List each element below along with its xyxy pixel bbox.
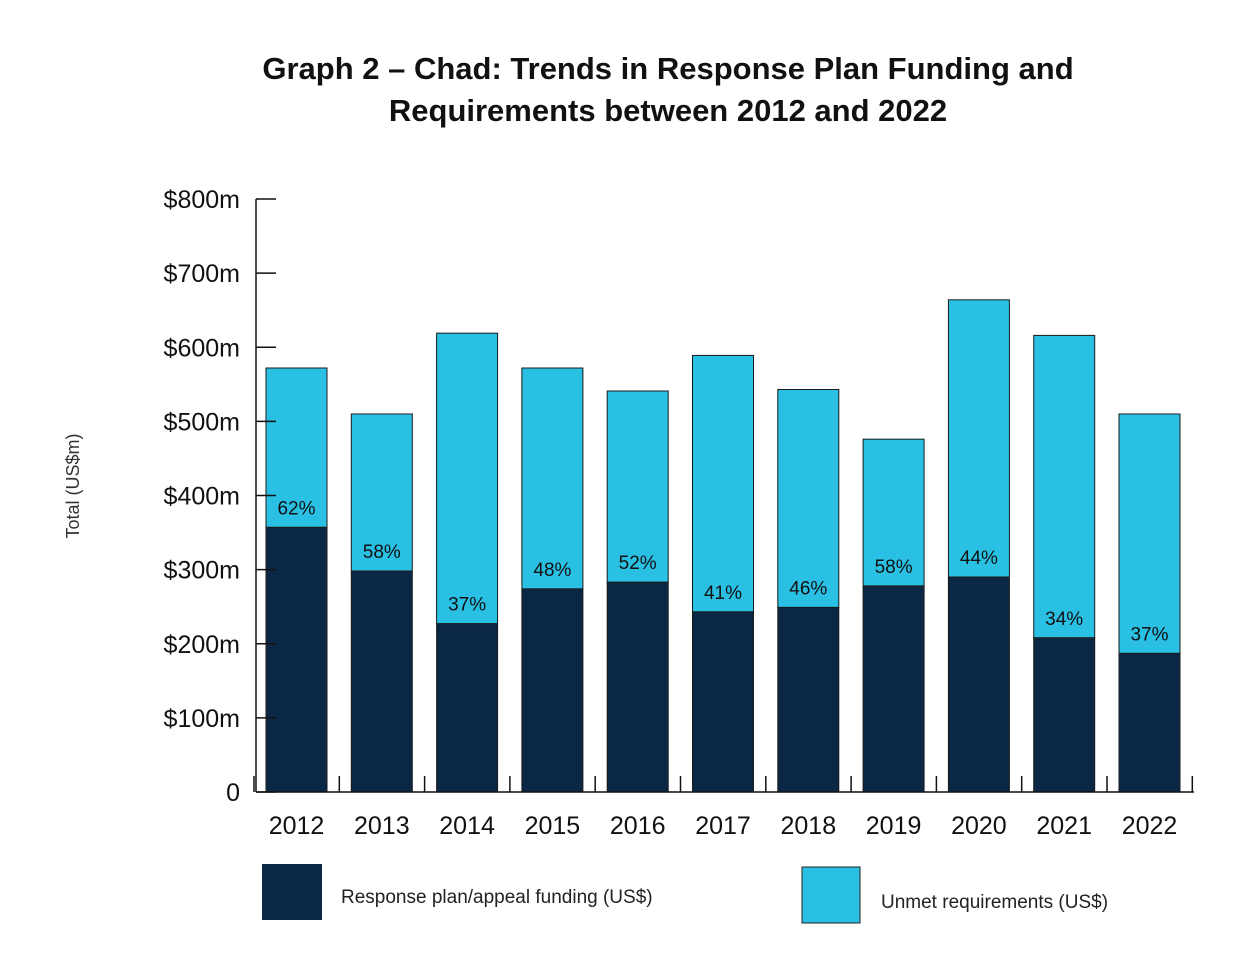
percent-label-2019: 58% <box>875 557 913 578</box>
y-tick-label-600: $600m <box>164 334 240 362</box>
y-tick-label-800: $800m <box>164 186 240 214</box>
x-tick-label-2020: 2020 <box>951 812 1007 840</box>
bar-unmet-2015 <box>521 367 584 590</box>
bar-unmet-2017 <box>692 354 754 613</box>
bar-funding-2014 <box>436 623 499 793</box>
percent-label-2021: 34% <box>1045 609 1083 630</box>
bar-unmet-2014 <box>436 332 499 625</box>
percent-label-2012: 62% <box>277 498 315 519</box>
bar-funding-2012 <box>265 526 328 793</box>
bar-unmet-2016 <box>606 390 669 583</box>
chart-title-line-2: Requirements between 2012 and 2022 <box>388 93 948 128</box>
legend-label-unmet: Unmet requirements (US$) <box>881 892 1108 913</box>
y-tick-label-100: $100m <box>164 705 240 733</box>
legend-swatch-unmet <box>801 866 861 924</box>
bars-layer <box>265 299 1181 793</box>
bar-funding-2016 <box>606 581 669 793</box>
axes-layer <box>253 198 1194 793</box>
y-axis-title: Total (US$m) <box>63 433 83 538</box>
x-tick-label-2022: 2022 <box>1122 812 1178 840</box>
legend: Response plan/appeal funding (US$) Unmet… <box>262 864 1108 924</box>
y-tick-label-700: $700m <box>164 260 240 288</box>
y-tick-label-200: $200m <box>164 631 240 659</box>
bar-funding-2018 <box>777 606 840 793</box>
x-tick-label-2017: 2017 <box>695 812 751 840</box>
legend-label-funding: Response plan/appeal funding (US$) <box>341 887 653 908</box>
x-tick-label-2019: 2019 <box>866 812 922 840</box>
x-tick-label-2016: 2016 <box>610 812 666 840</box>
chart-title-line-1: Graph 2 – Chad: Trends in Response Plan … <box>262 51 1074 86</box>
x-tick-label-2018: 2018 <box>780 812 836 840</box>
bar-unmet-2020 <box>947 299 1010 578</box>
labels-layer: 62% 2012 58% 2013 37% 2014 48% 2015 52% 2016 41% 20… <box>164 186 1178 840</box>
percent-label-2015: 48% <box>533 560 571 581</box>
percent-label-2013: 58% <box>363 542 401 563</box>
x-tick-label-2012: 2012 <box>269 812 325 840</box>
bar-funding-2019 <box>862 585 925 793</box>
percent-label-2017: 41% <box>704 583 742 604</box>
bar-unmet-2022 <box>1118 413 1181 654</box>
y-tick-label-500: $500m <box>164 408 240 436</box>
y-tick-label-300: $300m <box>164 557 240 585</box>
percent-label-2022: 37% <box>1130 624 1168 645</box>
bar-funding-2017 <box>692 611 754 793</box>
y-tick-label-0: 0 <box>226 779 240 807</box>
chart-title: Graph 2 – Chad: Trends in Response Plan … <box>0 48 1260 132</box>
bar-unmet-2018 <box>777 389 840 608</box>
bar-unmet-2013 <box>350 413 413 572</box>
bar-funding-2013 <box>350 570 413 793</box>
bar-unmet-2021 <box>1033 334 1096 639</box>
x-tick-label-2015: 2015 <box>525 812 581 840</box>
percent-label-2016: 52% <box>619 553 657 574</box>
y-tick-label-400: $400m <box>164 483 240 511</box>
legend-swatch-funding <box>262 864 322 920</box>
percent-label-2018: 46% <box>789 578 827 599</box>
bar-unmet-2019 <box>862 438 925 587</box>
x-tick-label-2013: 2013 <box>354 812 410 840</box>
percent-label-2014: 37% <box>448 595 486 616</box>
x-tick-label-2014: 2014 <box>439 812 495 840</box>
bar-funding-2015 <box>521 588 584 793</box>
bar-funding-2021 <box>1033 637 1096 793</box>
bar-funding-2020 <box>947 576 1010 793</box>
x-tick-label-2021: 2021 <box>1036 812 1092 840</box>
percent-label-2020: 44% <box>960 548 998 569</box>
bar-funding-2022 <box>1118 652 1181 793</box>
